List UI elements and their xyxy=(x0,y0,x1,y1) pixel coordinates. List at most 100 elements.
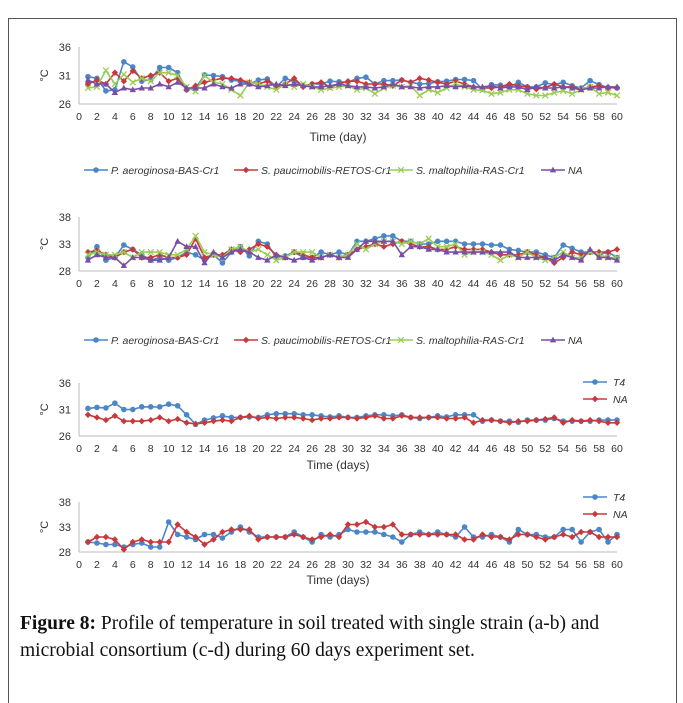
x-tick-label: 16 xyxy=(217,443,229,455)
x-tick-label: 6 xyxy=(130,278,136,290)
legend: T4 NA xyxy=(583,492,628,521)
x-tick-label: 58 xyxy=(593,278,605,290)
x-tick-label: 54 xyxy=(557,111,569,123)
data-point xyxy=(434,414,441,421)
data-point xyxy=(354,529,360,535)
data-point xyxy=(165,69,172,76)
x-tick-label: 0 xyxy=(76,278,82,290)
data-point xyxy=(335,254,343,260)
x-tick-label: 42 xyxy=(450,443,462,455)
legend-marker xyxy=(592,379,598,385)
data-point xyxy=(381,531,387,538)
x-tick-label: 48 xyxy=(504,443,516,455)
y-tick-label: 36 xyxy=(59,378,71,390)
data-point xyxy=(326,531,334,538)
data-point xyxy=(255,415,262,422)
data-point xyxy=(345,526,351,533)
x-tick-label: 30 xyxy=(342,111,354,123)
data-point xyxy=(613,92,621,99)
data-point xyxy=(353,246,361,252)
data-point xyxy=(595,84,603,91)
data-point xyxy=(497,533,504,541)
data-point xyxy=(398,251,405,258)
data-point xyxy=(533,533,540,541)
data-point xyxy=(282,254,289,260)
data-point xyxy=(587,77,593,84)
x-tick-label: 58 xyxy=(593,443,605,455)
data-point xyxy=(282,414,289,421)
data-point xyxy=(443,82,450,89)
data-point xyxy=(111,536,119,543)
data-point xyxy=(524,417,531,425)
data-point xyxy=(568,254,576,260)
x-tick-label: 22 xyxy=(270,443,282,455)
data-point xyxy=(577,256,585,263)
data-point xyxy=(282,82,289,89)
data-point xyxy=(246,412,253,420)
data-point xyxy=(551,259,558,267)
data-point xyxy=(326,415,334,422)
data-point xyxy=(129,246,136,253)
data-point xyxy=(84,251,92,259)
data-point xyxy=(201,419,208,426)
legend-label: P. aeroginosa-BAS-Cr1 xyxy=(111,335,219,347)
x-tick-label: 50 xyxy=(521,111,533,123)
legend: T4 NA xyxy=(583,377,628,406)
figure-caption: Figure 8: Profile of temperature in soil… xyxy=(20,610,660,664)
data-point xyxy=(353,415,361,422)
data-point xyxy=(237,76,244,84)
data-point xyxy=(201,259,208,266)
legend-marker xyxy=(242,336,250,344)
x-tick-label: 24 xyxy=(288,111,300,123)
data-point xyxy=(362,237,370,244)
data-point xyxy=(344,78,352,85)
data-point xyxy=(470,83,477,90)
data-point xyxy=(425,531,432,538)
data-point xyxy=(255,536,262,543)
data-point xyxy=(165,64,172,71)
data-point xyxy=(362,246,370,253)
legend-marker xyxy=(549,166,557,173)
data-point xyxy=(443,415,450,422)
data-point xyxy=(380,83,388,90)
data-point xyxy=(129,86,136,93)
data-point xyxy=(147,248,154,256)
data-point xyxy=(586,416,594,424)
data-point xyxy=(237,92,244,99)
data-point xyxy=(479,83,486,90)
x-tick-label: 46 xyxy=(486,278,498,290)
data-point xyxy=(183,534,190,540)
data-point xyxy=(174,402,181,409)
data-point xyxy=(129,538,136,546)
data-point xyxy=(586,84,594,91)
data-point xyxy=(596,526,602,533)
data-point xyxy=(102,533,110,541)
x-tick-label: 48 xyxy=(504,278,516,290)
data-point xyxy=(443,531,450,538)
data-point xyxy=(434,83,441,90)
x-tick-label: 54 xyxy=(557,278,569,290)
data-point xyxy=(120,248,128,256)
data-point xyxy=(434,531,441,538)
x-tick-label: 54 xyxy=(557,443,569,455)
data-point xyxy=(362,83,370,90)
data-point xyxy=(434,246,441,252)
x-tick-label: 10 xyxy=(163,278,175,290)
data-point xyxy=(515,79,522,86)
data-point xyxy=(515,83,522,90)
legend-marker xyxy=(592,494,598,500)
data-point xyxy=(353,78,361,85)
x-tick-label: 44 xyxy=(468,559,480,571)
legend-marker xyxy=(591,510,599,518)
data-point xyxy=(201,84,208,91)
data-point xyxy=(515,417,522,425)
data-point xyxy=(452,248,459,255)
x-tick-label: 44 xyxy=(468,111,480,123)
data-point xyxy=(138,540,145,546)
data-point xyxy=(273,251,280,258)
data-point xyxy=(479,241,486,247)
data-point xyxy=(568,84,576,91)
x-tick-label: 2 xyxy=(94,111,100,123)
y-tick-label: 36 xyxy=(59,42,71,54)
